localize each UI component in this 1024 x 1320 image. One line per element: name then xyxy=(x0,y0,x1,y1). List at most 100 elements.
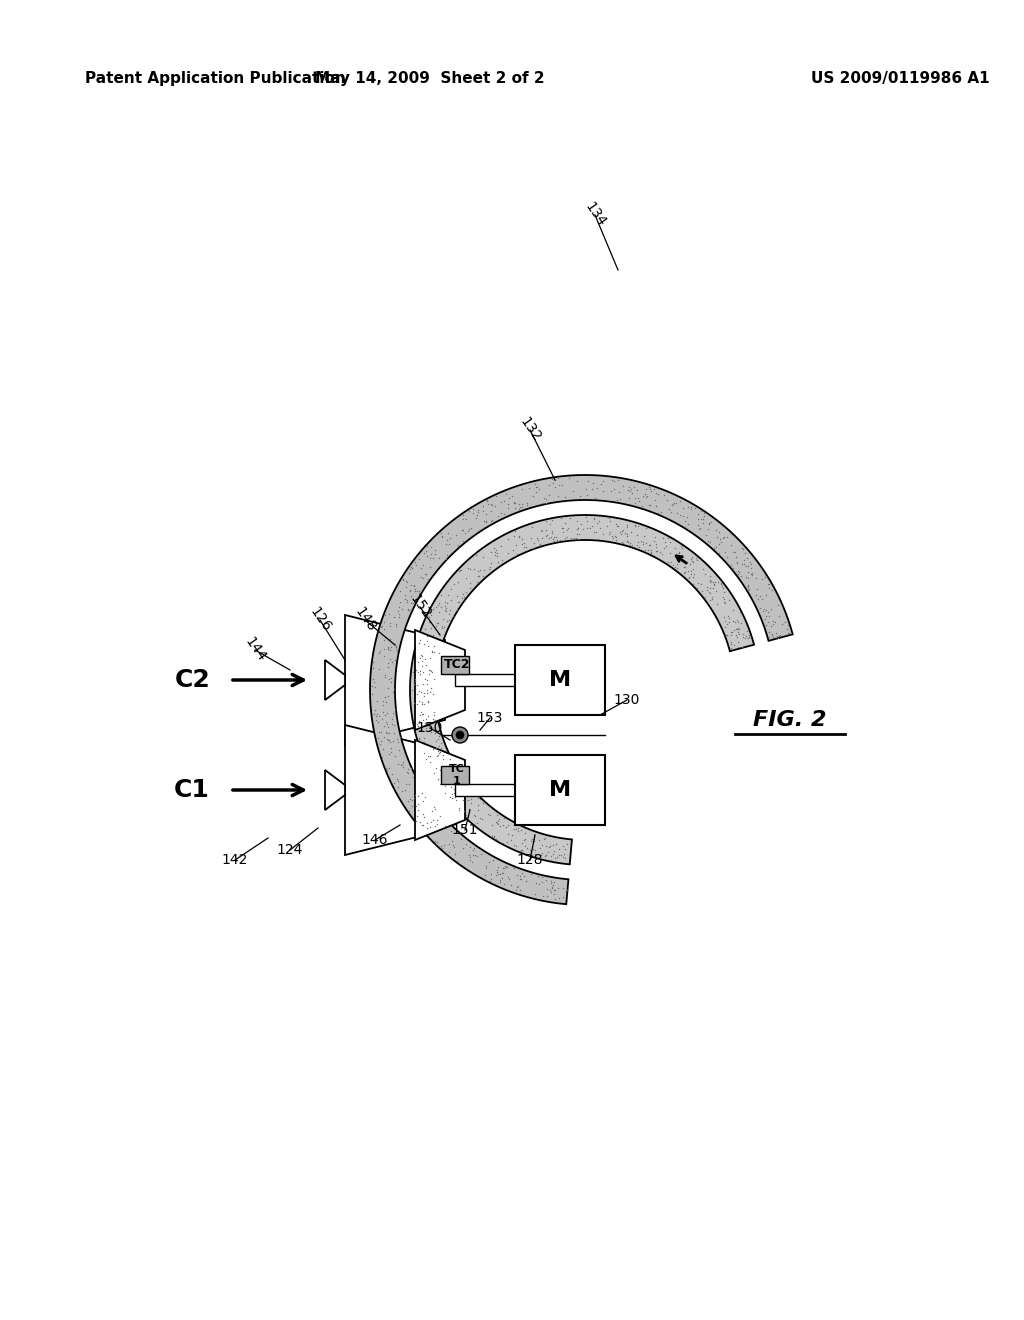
Point xyxy=(627,477,643,498)
Point xyxy=(557,528,573,549)
Point xyxy=(476,511,493,532)
Point xyxy=(666,529,682,550)
Point xyxy=(417,618,433,639)
Point xyxy=(420,705,436,726)
Point xyxy=(723,624,739,645)
Point xyxy=(631,537,647,558)
Point xyxy=(451,591,467,612)
Point xyxy=(387,649,403,671)
Point xyxy=(440,585,457,606)
Point xyxy=(648,495,665,516)
Point xyxy=(777,611,794,632)
Point xyxy=(658,490,675,511)
Point xyxy=(376,715,392,737)
Point xyxy=(428,615,444,636)
Point xyxy=(731,619,748,640)
Text: 151: 151 xyxy=(452,822,478,837)
Point xyxy=(434,772,451,793)
Point xyxy=(416,686,432,708)
Point xyxy=(758,599,774,620)
Point xyxy=(629,535,645,556)
Point xyxy=(548,527,564,548)
Point xyxy=(729,611,745,632)
Point xyxy=(437,595,454,616)
Point xyxy=(494,549,510,570)
Point xyxy=(460,557,476,578)
Point xyxy=(757,566,773,587)
Point xyxy=(683,548,699,569)
Point xyxy=(513,820,529,841)
Point xyxy=(647,490,664,511)
Point xyxy=(390,770,407,791)
Point xyxy=(714,576,730,597)
Point xyxy=(545,874,561,895)
Point xyxy=(378,758,394,779)
Point xyxy=(430,729,446,750)
Point xyxy=(523,528,540,549)
Point xyxy=(414,649,430,671)
Point xyxy=(410,581,426,602)
Point xyxy=(684,546,700,568)
Point xyxy=(419,545,435,566)
Point xyxy=(373,616,389,638)
Point xyxy=(418,708,434,729)
Point xyxy=(440,603,457,624)
Point xyxy=(728,619,744,640)
Point xyxy=(614,533,631,554)
Point xyxy=(449,764,465,785)
Point xyxy=(723,535,739,556)
Point xyxy=(506,492,522,513)
Bar xyxy=(441,656,469,675)
Point xyxy=(590,528,606,549)
Point xyxy=(400,800,417,821)
Point xyxy=(479,490,496,511)
Point xyxy=(390,597,407,618)
Point xyxy=(425,624,441,645)
Point xyxy=(424,642,440,663)
Point xyxy=(485,826,502,847)
Point xyxy=(532,837,549,858)
Point xyxy=(376,619,392,640)
Point xyxy=(407,669,423,690)
Point xyxy=(695,502,712,523)
Point xyxy=(463,788,479,809)
Point xyxy=(708,572,724,593)
Point xyxy=(427,710,443,731)
Point xyxy=(382,639,398,660)
Point xyxy=(708,581,724,602)
Point xyxy=(539,886,555,907)
Point xyxy=(496,503,512,524)
Point xyxy=(739,554,756,576)
Point xyxy=(421,719,437,741)
Point xyxy=(781,623,798,644)
Point xyxy=(627,487,643,508)
Point xyxy=(497,874,513,895)
Point xyxy=(629,525,645,546)
Point xyxy=(461,777,477,799)
Point xyxy=(697,564,714,585)
Point xyxy=(426,642,442,663)
Point xyxy=(426,635,442,656)
Point xyxy=(399,599,416,620)
Point xyxy=(470,788,486,809)
Point xyxy=(551,838,567,859)
Point xyxy=(599,516,615,537)
Point xyxy=(509,814,525,836)
Point xyxy=(465,840,481,861)
Point xyxy=(433,597,450,618)
Point xyxy=(761,606,777,627)
Point xyxy=(388,616,404,638)
Text: 132: 132 xyxy=(517,416,544,445)
Point xyxy=(671,541,687,562)
Point xyxy=(510,494,526,515)
Point xyxy=(366,704,382,725)
Point xyxy=(685,552,701,573)
Point xyxy=(622,532,638,553)
Point xyxy=(526,884,543,906)
Point xyxy=(400,774,417,795)
Point xyxy=(446,760,463,781)
Point xyxy=(544,520,560,541)
Point xyxy=(728,546,744,568)
Point xyxy=(431,593,447,614)
Point xyxy=(460,521,476,543)
